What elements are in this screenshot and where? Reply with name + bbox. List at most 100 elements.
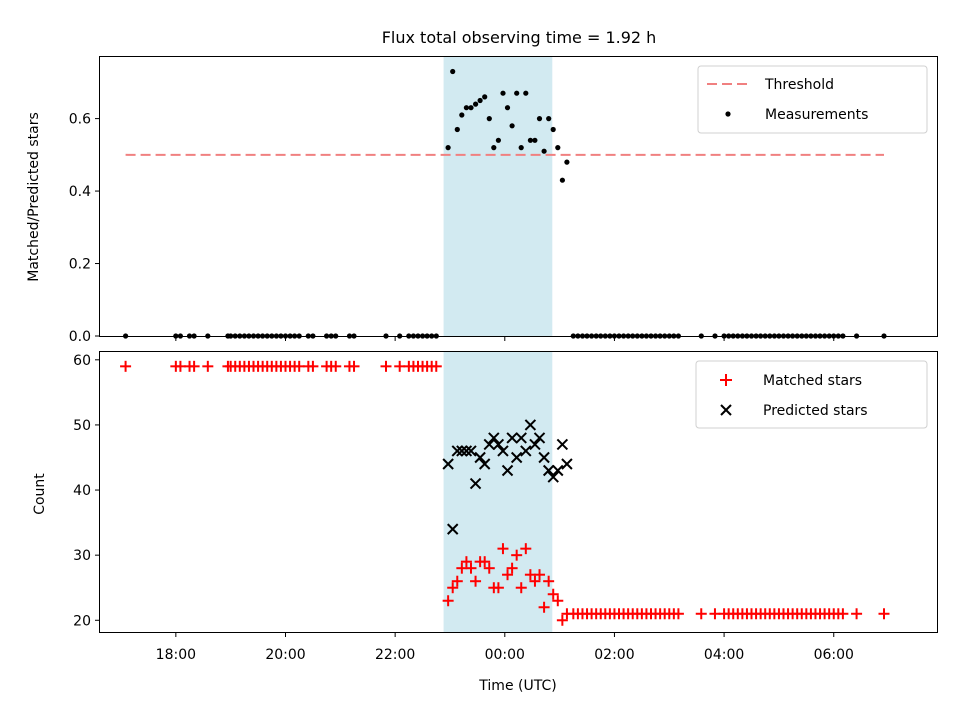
predicted-star-point <box>478 458 491 470</box>
predicted-star-point <box>524 419 537 431</box>
matched-star-point <box>851 608 863 620</box>
bottom-y-tick-label: 40 <box>73 483 91 499</box>
measurement-point <box>564 159 570 165</box>
predicted-star-point <box>465 445 477 457</box>
x-tick-label: 04:00 <box>704 647 744 663</box>
predicted-star-point <box>547 471 559 483</box>
matched-star-point <box>380 360 392 372</box>
predicted-star-point <box>469 477 482 490</box>
predicted-star-point <box>529 438 541 451</box>
bottom-plot-frame <box>99 351 938 633</box>
measurement-point <box>473 101 479 107</box>
measurement-point <box>500 90 506 96</box>
top-y-axis: 0.0 0.2 0.4 0.6 <box>69 112 100 345</box>
matched-star-point <box>511 549 523 561</box>
top-legend-box <box>697 65 928 134</box>
measurement-point <box>546 116 552 122</box>
predicted-star-point <box>542 464 555 477</box>
x-tick-label: 22:00 <box>375 647 415 663</box>
measurement-point <box>477 97 483 104</box>
measurement-point <box>550 126 556 133</box>
bottom-y-axis: 20 30 40 50 60 <box>73 353 100 629</box>
predicted-star-point <box>552 464 564 477</box>
matched-star-point <box>188 360 200 372</box>
matched-star-point <box>465 562 477 574</box>
legend-matched-swatch <box>720 374 732 386</box>
x-tick-label: 00:00 <box>485 647 525 663</box>
predicted-star-point <box>492 438 505 451</box>
bottom-y-label: Count <box>32 473 48 515</box>
matched-star-point <box>451 575 463 587</box>
predicted-star-point <box>483 438 495 451</box>
top-y-label: Matched/Predicted stars <box>26 112 42 282</box>
legend-predicted-label: Predicted stars <box>763 403 868 419</box>
measurement-point <box>454 126 460 133</box>
matched-star-point <box>348 360 360 372</box>
matched-star-point <box>556 614 568 626</box>
predicted-star-point <box>501 464 514 477</box>
measurement-point <box>463 105 469 111</box>
measurement-point <box>536 116 543 122</box>
measurement-point <box>527 137 534 143</box>
legend-measurements-label: Measurements <box>765 107 868 123</box>
matched-star-point <box>483 562 495 574</box>
predicted-star-point <box>447 523 459 535</box>
measurement-point <box>555 145 561 151</box>
legend-predicted-swatch <box>720 404 732 416</box>
predicted-star-point <box>460 445 473 457</box>
predicted-star-point <box>515 432 527 444</box>
top-legend: Threshold Measurements <box>697 65 928 134</box>
bottom-x-axis: 18:00 20:00 22:00 00:00 02:00 04:00 06:00 <box>156 632 854 663</box>
predicted-stars-series <box>442 419 573 535</box>
top-y-tick-label: 0.2 <box>69 257 91 273</box>
predicted-star-point <box>497 445 509 457</box>
predicted-star-point <box>556 438 569 451</box>
matched-star-point <box>534 569 546 581</box>
predicted-star-point <box>533 432 546 444</box>
measurement-point <box>445 145 451 151</box>
measurement-point <box>450 68 456 75</box>
matched-star-point <box>202 360 214 372</box>
matched-star-point <box>837 608 849 620</box>
bottom-panel: 20 30 40 50 60 18:00 20:00 22:00 00:00 02:00 04:0… <box>32 351 938 694</box>
measurement-point <box>541 148 547 154</box>
predicted-star-point <box>488 432 500 444</box>
measurements-series <box>123 68 887 339</box>
measurement-point <box>459 112 465 118</box>
matched-star-point <box>460 556 472 568</box>
measurement-point <box>509 123 515 129</box>
matched-star-point <box>479 556 491 568</box>
matched-star-point <box>492 582 504 594</box>
matched-stars-series <box>120 360 890 626</box>
matched-star-point <box>307 360 319 372</box>
matched-star-point <box>447 582 459 594</box>
measurement-point <box>504 105 511 111</box>
measurement-point <box>559 177 566 183</box>
x-tick-label: 06:00 <box>814 647 854 663</box>
matched-star-point <box>878 608 890 620</box>
legend-threshold-label: Threshold <box>764 77 834 93</box>
matched-star-point <box>470 575 482 587</box>
predicted-star-point <box>510 451 523 464</box>
matched-star-point <box>506 562 518 574</box>
top-observing-window <box>443 57 553 336</box>
predicted-star-point <box>538 451 550 464</box>
bottom-y-tick-label: 50 <box>73 418 91 434</box>
measurement-point <box>486 116 492 122</box>
top-y-tick-label: 0.0 <box>69 329 91 345</box>
matched-star-point <box>529 575 541 587</box>
legend-measurements-swatch <box>725 111 731 117</box>
chart-title: Flux total observing time = 1.92 h <box>382 28 657 47</box>
measurement-point <box>468 105 474 111</box>
legend-matched-label: Matched stars <box>763 373 862 389</box>
measurement-point <box>514 90 520 96</box>
bottom-legend-box <box>695 360 928 429</box>
matched-star-point <box>695 608 707 620</box>
matched-star-point <box>497 543 509 555</box>
bottom-legend: Matched stars Predicted stars <box>695 360 928 429</box>
matched-star-point <box>520 543 532 555</box>
predicted-star-point <box>506 432 518 444</box>
predicted-star-point <box>451 445 463 457</box>
bottom-y-tick-label: 20 <box>73 613 91 629</box>
